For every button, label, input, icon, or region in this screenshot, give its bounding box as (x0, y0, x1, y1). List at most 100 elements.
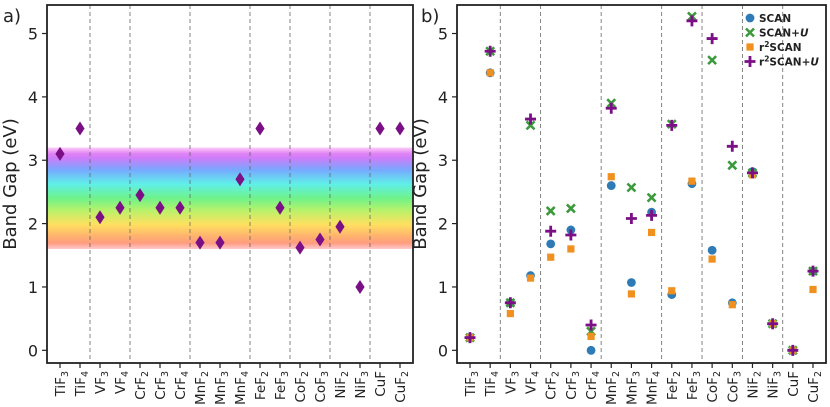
legend-label-main: r (759, 57, 765, 69)
x-tick-label: FeF3 (685, 371, 703, 400)
data-point-plus (807, 265, 819, 277)
legend-marker-plus (744, 56, 756, 67)
y-tick-label: 4 (28, 88, 38, 107)
y-tick-label: 5 (28, 25, 38, 44)
x-tick-label-subscript: 3 (692, 371, 703, 377)
x-tick-label-subscript: 2 (551, 371, 562, 377)
x-tick-label-base: CuF (373, 371, 389, 397)
data-point-diamond (275, 200, 285, 215)
x-tick-label-subscript: 4 (240, 371, 251, 377)
x-tick-label-base: CuF (806, 377, 822, 403)
legend-label-superscript: 2 (764, 40, 769, 49)
x-tick-label-subscript: 2 (200, 371, 211, 377)
data-point-diamond (315, 232, 325, 247)
data-point-square (547, 253, 555, 261)
data-point-diamond (155, 200, 165, 215)
data-point-diamond (215, 235, 225, 250)
legend-label: SCAN (759, 13, 791, 25)
data-point-diamond (395, 121, 405, 136)
series-Experimental (55, 121, 405, 294)
x-tick-label: VF3 (503, 371, 521, 394)
x-tick-label-base: TiF (463, 377, 479, 397)
panel-a-plot-frame (46, 4, 414, 364)
panel-b-plot-frame (456, 4, 827, 364)
legend-marker-x (745, 27, 755, 38)
data-point-square (627, 290, 636, 298)
x-tick-label-subscript: 3 (100, 371, 111, 377)
x-tick-label: NiF3 (353, 371, 371, 399)
x-tick-label: CoF2 (705, 371, 723, 403)
x-tick-label-base: MnF (604, 377, 620, 405)
data-point-plus (646, 209, 658, 221)
data-point-plus (787, 344, 799, 356)
legend-label-italic: U (810, 57, 819, 69)
x-tick-label: NiF3 (766, 371, 784, 399)
x-tick-label: CuF2 (806, 371, 824, 403)
x-tick-label-subscript: 3 (160, 371, 171, 377)
legend-label-main: r (759, 42, 765, 54)
data-point-circle (627, 278, 636, 287)
data-point-square (728, 301, 736, 309)
data-point-diamond (175, 200, 185, 215)
x-tick-label-base: VF (113, 377, 129, 394)
data-point-plus (464, 332, 476, 344)
x-tick-label: MnF2 (193, 371, 211, 405)
legend-item-SCAN+U: SCAN+U (745, 27, 809, 40)
x-tick-label-subscript: 3 (510, 371, 521, 377)
y-tick-label: 1 (28, 278, 38, 297)
x-tick-label-subscript: 4 (120, 371, 131, 377)
data-point-diamond (95, 210, 105, 225)
legend-label-main: SCAN+ (759, 28, 800, 40)
x-tick-label: CrF2 (133, 371, 151, 400)
x-tick-label-base: FeF (665, 377, 681, 400)
y-tick-label: 2 (28, 215, 38, 234)
legend-label: r2SCAN+U (759, 55, 819, 69)
x-tick-label-subscript: 4 (490, 371, 501, 377)
x-tick-label-base: FeF (273, 377, 289, 400)
x-tick-label-base: CrF (564, 377, 580, 400)
x-tick-label: TiF3 (53, 371, 71, 397)
x-tick-label-base: CoF (705, 377, 721, 402)
x-tick-label-base: VF (524, 377, 540, 394)
legend-marker-circle (745, 13, 755, 23)
x-tick-label: CrF2 (544, 371, 562, 400)
legend-label-tail: SCAN (769, 42, 801, 54)
series-r2SCAN+U (464, 15, 819, 356)
x-tick-label-base: VF (503, 377, 519, 394)
x-tick-label: MnF2 (604, 371, 622, 405)
x-tick-label: TiF4 (73, 371, 91, 397)
x-tick-label-subscript: 3 (732, 371, 743, 377)
legend-label-italic: U (800, 28, 809, 40)
data-point-diamond (335, 219, 345, 234)
x-tick-label: MnF3 (213, 371, 231, 405)
x-tick-label-base: TiF (73, 377, 89, 397)
data-point-plus (625, 213, 637, 225)
series-SCAN+U (465, 11, 818, 356)
x-tick-label-base: VF (93, 377, 109, 394)
x-tick-label: VF4 (113, 371, 131, 394)
x-tick-label-base: NiF (745, 377, 761, 399)
x-tick-label-subscript: 3 (280, 371, 291, 377)
data-point-plus (686, 15, 698, 27)
visible-light-band-fade (47, 147, 413, 249)
x-tick-label-subscript: 3 (60, 371, 71, 377)
x-tick-label-subscript: 4 (531, 371, 542, 377)
x-tick-label: CrF3 (564, 371, 582, 400)
x-tick-label: VF4 (524, 371, 542, 394)
legend-label: r2SCAN (759, 40, 802, 54)
x-tick-label-subscript: 2 (712, 371, 723, 377)
y-tick-label: 2 (438, 215, 448, 234)
data-point-square (526, 274, 535, 282)
data-point-plus (726, 140, 738, 152)
x-tick-label-subscript: 4 (591, 371, 602, 377)
series-SCAN (465, 68, 818, 355)
x-tick-label-base: CoF (313, 377, 329, 402)
data-point-x (626, 182, 637, 193)
x-tick-label-subscript: 2 (140, 371, 151, 377)
legend-label: SCAN+U (759, 28, 809, 40)
x-tick-label-base: NiF (766, 377, 782, 399)
data-point-plus (504, 297, 516, 309)
